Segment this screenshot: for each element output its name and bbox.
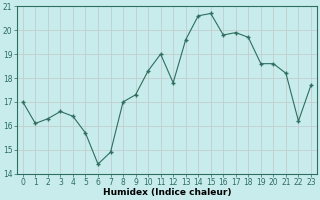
X-axis label: Humidex (Indice chaleur): Humidex (Indice chaleur): [103, 188, 231, 197]
